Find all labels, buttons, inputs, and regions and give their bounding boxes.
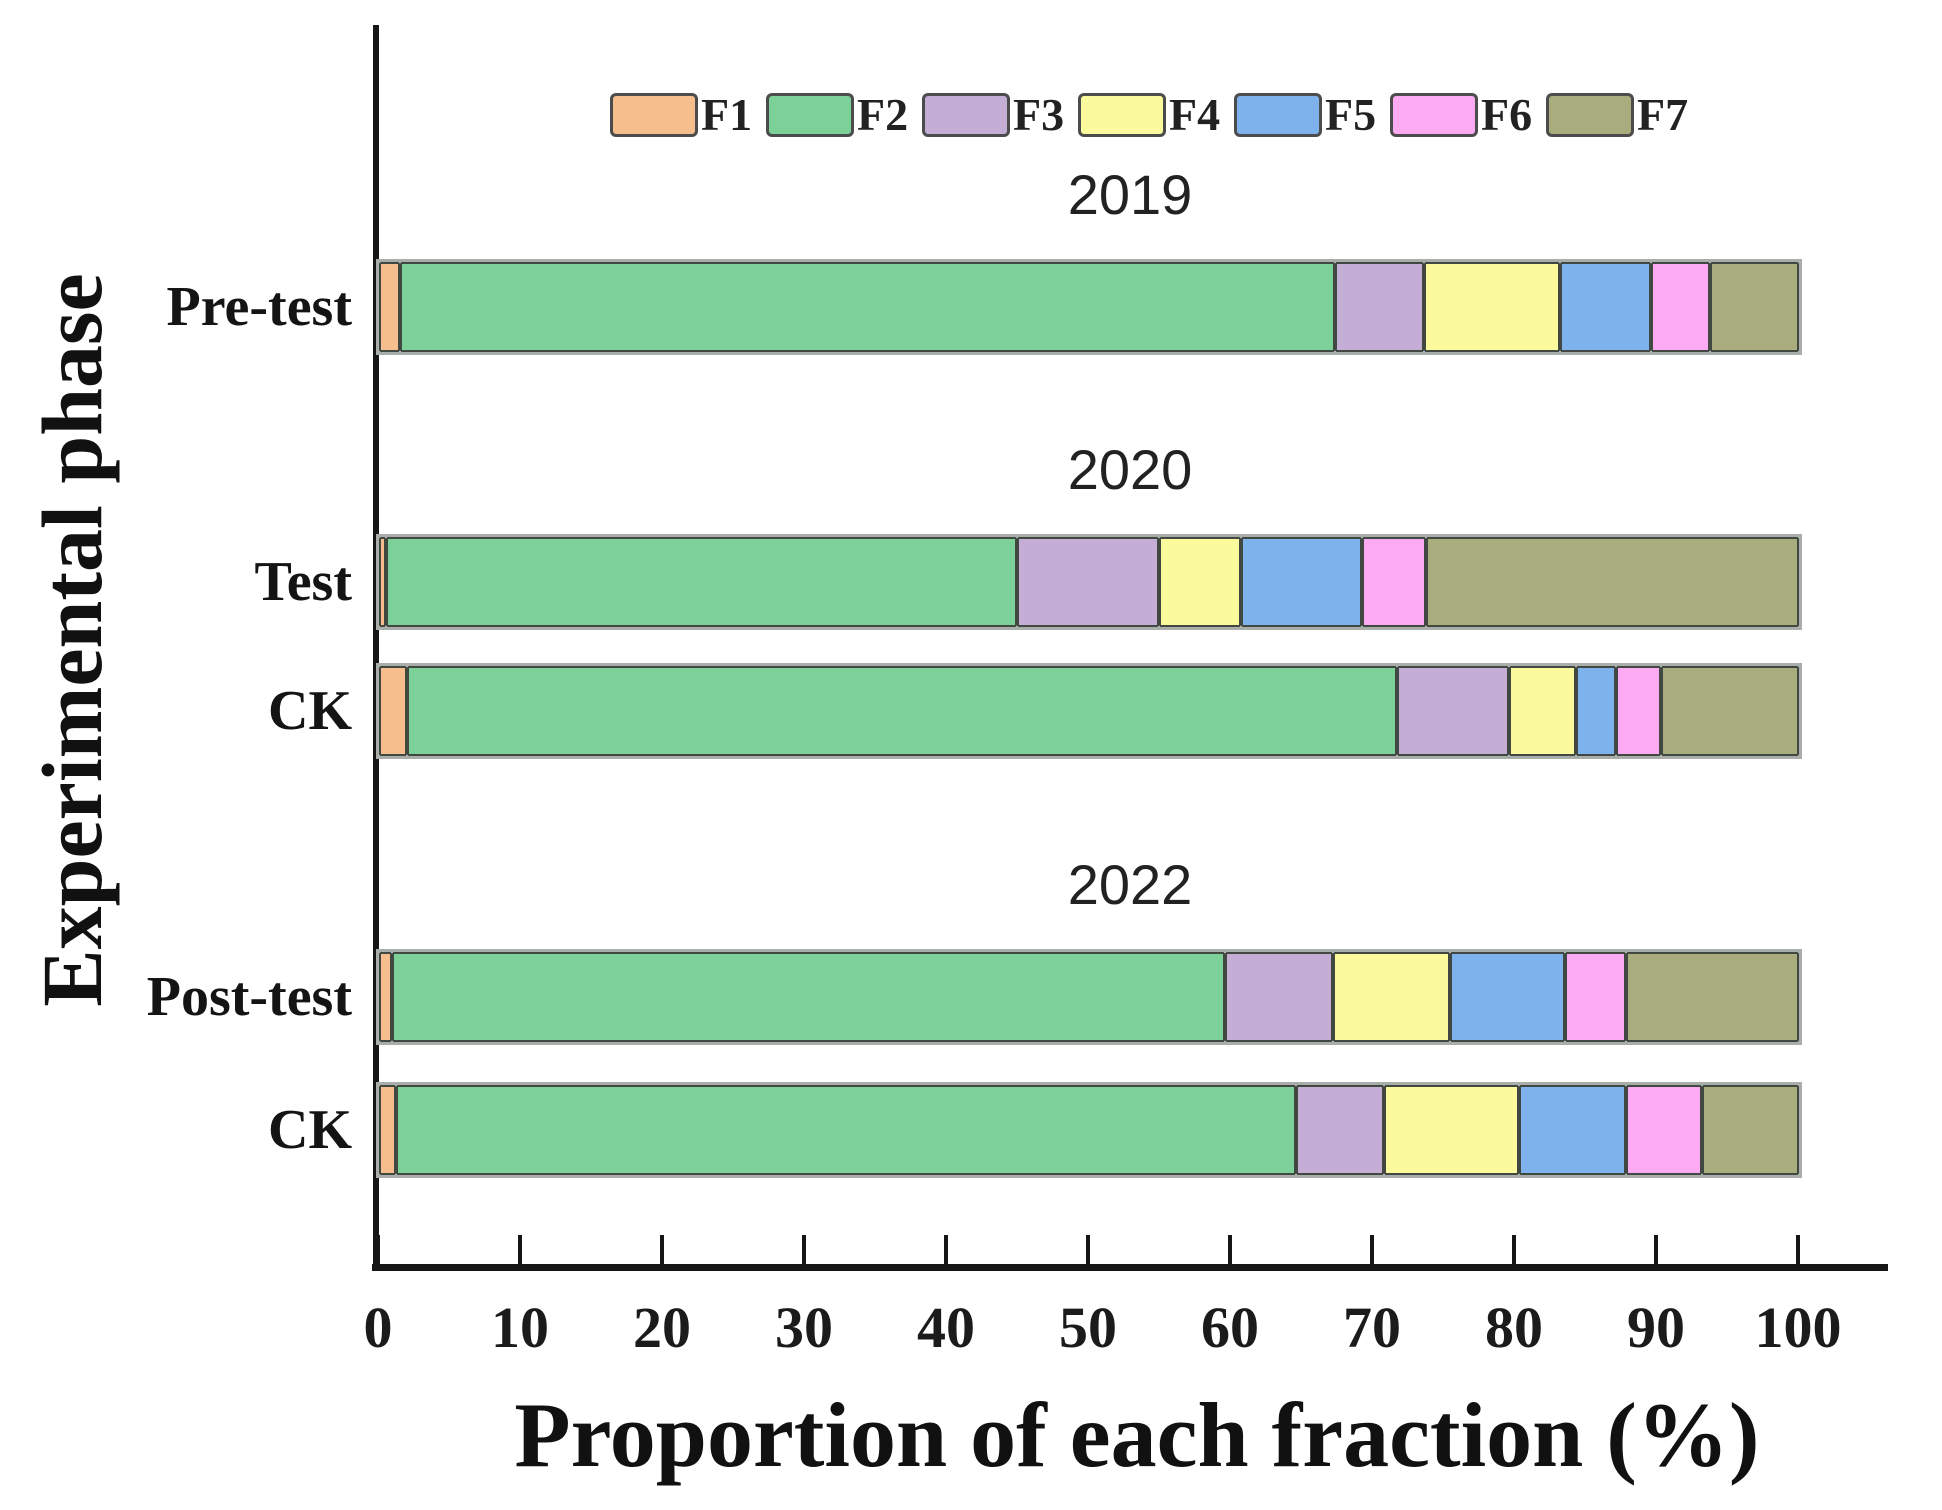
legend-swatch-f1	[610, 92, 698, 137]
x-axis-line	[372, 1264, 1888, 1271]
bar-segment-f1	[379, 537, 387, 627]
bar-segment-f6	[1615, 666, 1662, 756]
bar-segment-f4	[1333, 952, 1450, 1042]
category-label: CK	[268, 1099, 352, 1161]
bar-segment-f4	[1384, 1085, 1520, 1175]
year-annotation-2020: 2020	[1067, 438, 1193, 501]
x-tick-mark	[1086, 1235, 1090, 1266]
x-tick-label: 80	[1485, 1295, 1543, 1360]
legend-entry-f1: F1	[610, 88, 752, 141]
bar-segment-f3	[1334, 262, 1425, 352]
legend-swatch-f4	[1078, 92, 1166, 137]
bar-segment-f5	[1575, 666, 1616, 756]
y-axis-line	[373, 25, 379, 1271]
bar-segment-f4	[1424, 262, 1561, 352]
legend-entry-f2: F2	[766, 88, 908, 141]
bar-segment-f5	[1519, 1085, 1626, 1175]
bar-segment-f7	[1702, 1085, 1799, 1175]
bar-segment-f1	[379, 666, 408, 756]
legend-label: F3	[1013, 89, 1065, 140]
x-tick-label: 30	[775, 1295, 833, 1360]
x-tick-mark	[1228, 1235, 1232, 1266]
bar-segment-f6	[1564, 952, 1626, 1042]
x-tick-mark	[376, 1235, 380, 1266]
year-annotation-2019: 2019	[1067, 163, 1193, 226]
bar-segment-f5	[1560, 262, 1652, 352]
x-tick-label: 60	[1201, 1295, 1259, 1360]
x-tick-label: 40	[917, 1295, 975, 1360]
legend-entry-f7: F7	[1546, 88, 1688, 141]
x-tick-mark	[1796, 1235, 1800, 1266]
bar-segment-f7	[1709, 262, 1800, 352]
bar-segment-f5	[1449, 952, 1565, 1042]
legend-swatch-f3	[922, 92, 1010, 137]
legend-label: F2	[857, 89, 909, 140]
bar-row-ck	[379, 666, 1799, 756]
x-tick-label: 70	[1343, 1295, 1401, 1360]
category-label: Post-test	[146, 966, 352, 1028]
x-tick-label: 20	[633, 1295, 691, 1360]
bar-segment-f2	[407, 666, 1398, 756]
bar-segment-f3	[1296, 1085, 1385, 1175]
bar-segment-f6	[1651, 262, 1710, 352]
legend-entry-f6: F6	[1390, 88, 1532, 141]
bar-segment-f4	[1158, 537, 1241, 627]
bar-row-post-test	[379, 952, 1799, 1042]
bar-row-ck	[379, 1085, 1799, 1175]
bar-segment-f6	[1361, 537, 1426, 627]
x-tick-label: 90	[1627, 1295, 1685, 1360]
bar-segment-f7	[1661, 666, 1799, 756]
legend-label: F4	[1169, 89, 1221, 140]
x-axis-title: Proportion of each fraction (%)	[514, 1384, 1760, 1486]
bar-row-test	[379, 537, 1800, 627]
bar-segment-f2	[400, 262, 1335, 352]
bar-segment-f7	[1425, 537, 1800, 627]
legend-label: F6	[1481, 89, 1533, 140]
legend-swatch-f2	[766, 92, 854, 137]
bar-segment-f3	[1225, 952, 1334, 1042]
bar-segment-f7	[1625, 952, 1799, 1042]
x-tick-label: 50	[1059, 1295, 1117, 1360]
bar-segment-f1	[379, 262, 401, 352]
category-label: Pre-test	[166, 276, 353, 338]
legend-entry-f3: F3	[922, 88, 1064, 141]
x-tick-mark	[1654, 1235, 1658, 1266]
x-tick-mark	[1370, 1235, 1374, 1266]
bar-segment-f2	[396, 1085, 1297, 1175]
bar-segment-f3	[1397, 666, 1510, 756]
bar-segment-f4	[1509, 666, 1576, 756]
x-tick-mark	[1512, 1235, 1516, 1266]
bar-segment-f1	[379, 1085, 396, 1175]
year-annotation-2022: 2022	[1067, 853, 1193, 916]
bar-segment-f6	[1625, 1085, 1703, 1175]
bar-row-pre-test	[379, 262, 1800, 352]
bar-segment-f1	[379, 952, 392, 1042]
category-label: CK	[268, 680, 352, 742]
legend-entry-f5: F5	[1234, 88, 1376, 141]
legend-swatch-f5	[1234, 92, 1322, 137]
x-tick-mark	[660, 1235, 664, 1266]
bar-segment-f2	[386, 537, 1017, 627]
legend-label: F1	[701, 89, 753, 140]
bar-segment-f3	[1016, 537, 1159, 627]
legend-swatch-f7	[1546, 92, 1634, 137]
x-tick-mark	[518, 1235, 522, 1266]
y-axis-title: Experimental phase	[24, 273, 120, 1007]
legend-entry-f4: F4	[1078, 88, 1220, 141]
bar-segment-f2	[391, 952, 1226, 1042]
legend-label: F7	[1637, 89, 1689, 140]
category-label: Test	[254, 551, 352, 613]
x-tick-label: 10	[491, 1295, 549, 1360]
bar-segment-f5	[1240, 537, 1362, 627]
x-tick-mark	[802, 1235, 806, 1266]
x-tick-label: 0	[363, 1295, 393, 1360]
legend-swatch-f6	[1390, 92, 1478, 137]
x-tick-mark	[944, 1235, 948, 1266]
x-tick-label: 100	[1754, 1295, 1842, 1360]
legend-label: F5	[1325, 89, 1377, 140]
